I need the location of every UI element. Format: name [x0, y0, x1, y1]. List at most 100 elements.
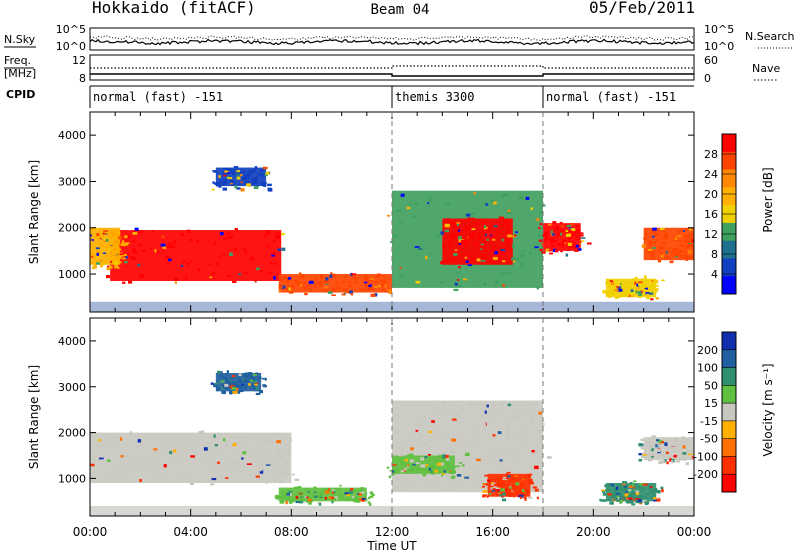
power-speckle [654, 288, 659, 291]
velocity-speckle [642, 483, 648, 486]
freq-line [90, 73, 694, 77]
power-speckle [243, 170, 246, 173]
velocity-speckle [328, 491, 332, 493]
power-speckle [545, 237, 549, 240]
velocity-speckle [156, 472, 161, 475]
velocity-speckle [221, 384, 226, 386]
power-speckle [106, 275, 111, 279]
velocity-speckle [427, 459, 431, 464]
velocity-speckle [358, 493, 362, 496]
velocity-speckle [495, 492, 499, 497]
velocity-speckle [523, 442, 528, 444]
power-speckle [123, 254, 127, 257]
velocity-speckle [217, 461, 220, 465]
power-speckle [100, 264, 103, 268]
power-speckle [501, 224, 506, 227]
velocity-speckle [527, 474, 531, 477]
power-speckle [343, 292, 347, 295]
power-speckle [229, 235, 234, 239]
velocity-speckle [489, 483, 493, 487]
power-speckle [306, 283, 311, 287]
power-speckle [223, 167, 227, 170]
power-speckle [505, 230, 509, 234]
power-speckle [543, 232, 549, 236]
power-speckle [412, 215, 417, 218]
velocity-speckle [288, 501, 292, 504]
velocity-speckle [529, 416, 534, 419]
power-speckle [98, 234, 103, 238]
power-speckle [491, 238, 496, 241]
power-colorbar-swatch [722, 276, 736, 295]
velocity-speckle [607, 493, 612, 496]
power-speckle [224, 170, 228, 173]
power-speckle [105, 253, 110, 257]
velocity-speckle [625, 496, 631, 500]
power-speckle [614, 295, 617, 298]
power-speckle [304, 292, 308, 296]
power-colorbar-tick: 8 [711, 248, 718, 261]
power-speckle [549, 252, 554, 255]
velocity-speckle [275, 494, 279, 498]
power-speckle [464, 239, 469, 242]
power-speckle [277, 248, 281, 251]
power-speckle [568, 241, 572, 243]
power-speckle [180, 232, 184, 237]
velocity-speckle [599, 498, 602, 502]
power-speckle [638, 281, 643, 284]
power-speckle [684, 251, 687, 254]
power-speckle [611, 290, 617, 294]
power-speckle [253, 181, 257, 185]
velocity-speckle [420, 457, 425, 461]
velocity-speckle [459, 462, 463, 464]
velocity-speckle [281, 495, 286, 499]
power-speckle [117, 266, 120, 269]
power-speckle [691, 232, 694, 236]
power-speckle [485, 257, 489, 259]
power-speckle [260, 182, 263, 186]
power-speckle [406, 206, 411, 210]
power-speckle [648, 242, 653, 245]
power-speckle [684, 255, 690, 259]
velocity-speckle [328, 496, 332, 499]
power-speckle [698, 237, 702, 239]
velocity-speckle [173, 438, 177, 442]
power-speckle [541, 251, 546, 254]
velocity-speckle [473, 426, 479, 429]
power-speckle [566, 249, 569, 252]
power-speckle [519, 255, 523, 258]
power-speckle [197, 268, 201, 272]
power-speckle [645, 292, 650, 295]
power-speckle [388, 291, 393, 295]
velocity-speckle [227, 382, 231, 385]
velocity-speckle [507, 452, 511, 456]
velocity-speckle [611, 494, 617, 498]
velocity-speckle [289, 438, 292, 442]
power-ylabel: Slant Range [km] [27, 160, 41, 264]
velocity-speckle [333, 491, 336, 493]
velocity-speckle [234, 383, 239, 386]
power-speckle [244, 272, 249, 275]
velocity-speckle [239, 374, 245, 377]
velocity-speckle [619, 486, 623, 489]
velocity-speckle [264, 378, 267, 381]
velocity-speckle [371, 493, 375, 496]
velocity-speckle [484, 410, 487, 414]
power-speckle [570, 228, 576, 231]
power-speckle [453, 253, 458, 256]
power-speckle [273, 239, 276, 242]
velocity-speckle [338, 493, 342, 497]
power-speckle [539, 248, 543, 252]
velocity-speckle [502, 492, 506, 496]
velocity-speckle [451, 465, 457, 468]
velocity-speckle [637, 499, 642, 503]
velocity-speckle [685, 462, 690, 466]
power-speckle [323, 280, 329, 283]
velocity-speckle [222, 385, 225, 389]
power-speckle [625, 280, 629, 283]
power-speckle [507, 209, 511, 213]
velocity-colorbar-tick: -15 [700, 415, 718, 428]
velocity-speckle [640, 487, 645, 490]
power-speckle [278, 285, 283, 289]
velocity-speckle [405, 451, 409, 455]
velocity-speckle [470, 467, 474, 469]
